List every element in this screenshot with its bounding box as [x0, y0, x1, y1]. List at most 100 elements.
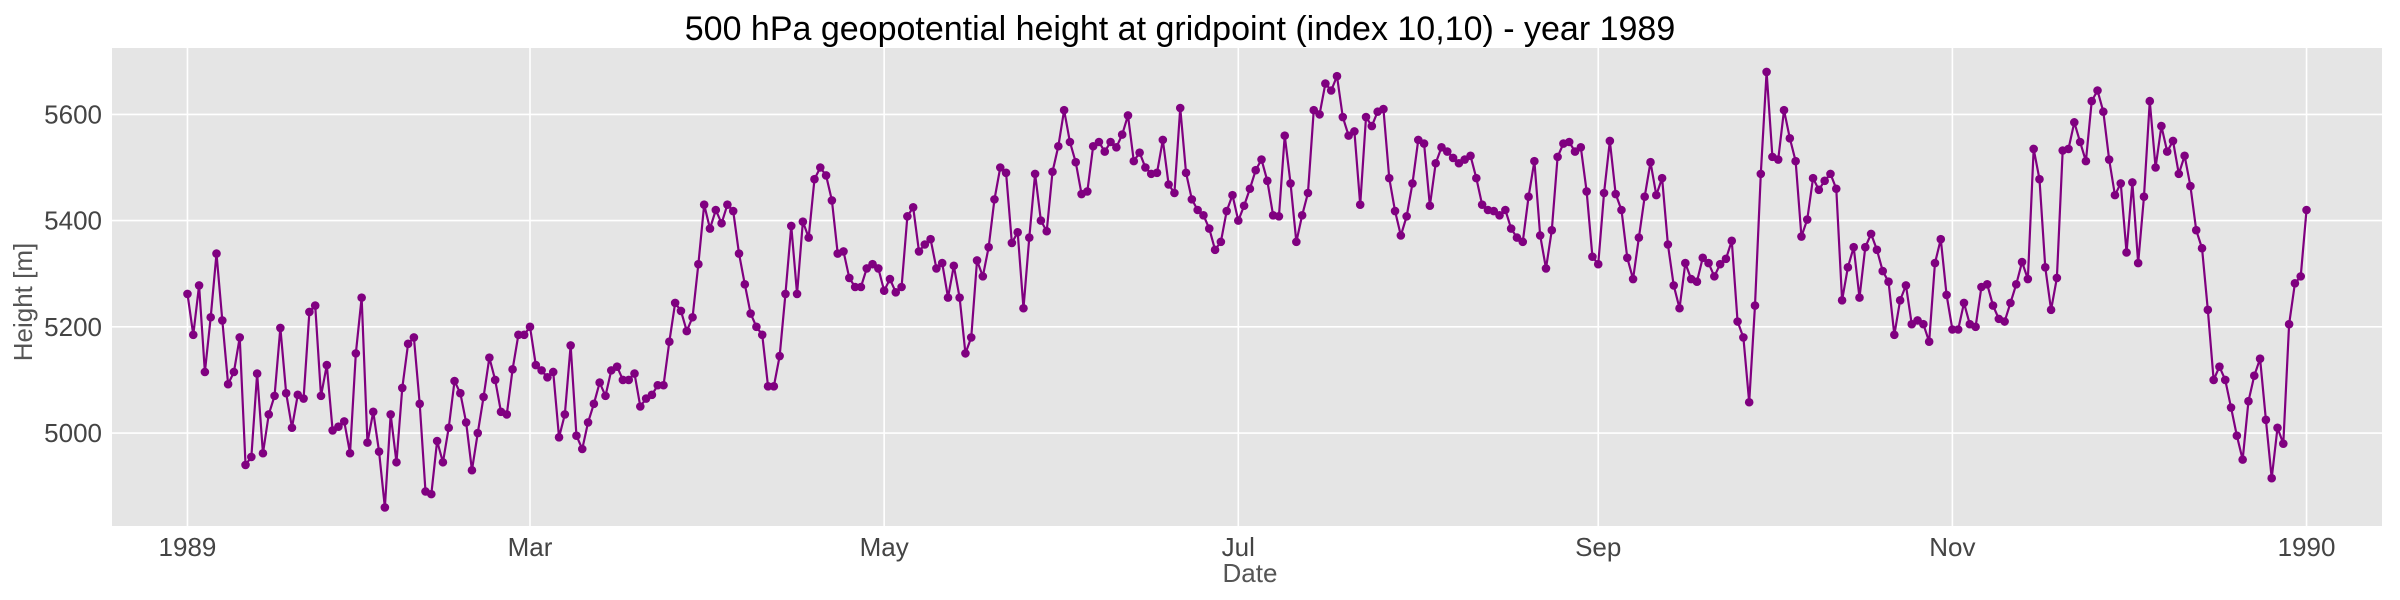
data-point: [688, 312, 697, 322]
data-point: [1013, 228, 1022, 237]
data-point: [1982, 280, 1992, 289]
data-point: [316, 391, 326, 401]
data-point: [1152, 168, 1162, 178]
data-point: [1251, 165, 1261, 175]
data-point: [2104, 155, 2114, 164]
data-point: [845, 273, 854, 283]
data-point: [1007, 238, 1017, 248]
data-point: [1123, 111, 1133, 120]
data-point: [1228, 190, 1237, 200]
data-point: [368, 407, 378, 417]
data-point: [1141, 163, 1150, 172]
data-point: [920, 240, 930, 249]
data-point: [1100, 147, 1110, 156]
data-point: [757, 330, 767, 340]
data-point: [781, 289, 790, 299]
data-point: [2203, 305, 2213, 315]
data-point: [1855, 293, 1864, 302]
data-point: [1959, 298, 1969, 308]
data-point: [1425, 201, 1435, 211]
data-point: [972, 256, 982, 265]
data-point: [943, 293, 953, 302]
data-point: [1669, 281, 1679, 290]
x-tick-label: May: [860, 532, 909, 562]
data-point: [728, 206, 738, 216]
data-point: [560, 410, 570, 419]
data-point: [810, 174, 819, 184]
data-point: [1826, 169, 1835, 179]
data-point: [740, 280, 750, 289]
data-point: [2261, 415, 2271, 425]
data-point: [1872, 245, 1882, 255]
data-point: [432, 436, 442, 446]
data-point: [717, 218, 726, 228]
data-point: [1431, 158, 1440, 168]
data-point: [711, 205, 721, 215]
data-point: [1245, 184, 1255, 194]
data-point: [1884, 277, 1893, 286]
data-point: [1634, 233, 1644, 242]
data-point: [1622, 253, 1632, 263]
data-point: [531, 360, 541, 370]
x-tick-label: Nov: [1929, 532, 1975, 562]
data-point: [1617, 205, 1626, 215]
data-point: [1175, 103, 1185, 113]
data-point: [1663, 240, 1673, 249]
data-point: [386, 410, 395, 419]
data-point: [1646, 157, 1655, 167]
data-point: [1199, 211, 1208, 220]
data-point: [1355, 200, 1365, 209]
data-point: [2168, 136, 2178, 146]
x-axis-label: Date: [1223, 558, 1278, 588]
data-point: [206, 312, 215, 322]
data-point: [1576, 143, 1586, 152]
data-point: [1350, 127, 1359, 136]
data-point: [1861, 242, 1870, 252]
data-point: [1280, 131, 1290, 140]
data-point: [1094, 137, 1104, 147]
data-point: [1321, 79, 1330, 88]
data-point: [1710, 272, 1719, 281]
data-point: [1599, 188, 1609, 198]
data-point: [1193, 205, 1202, 215]
data-point: [903, 212, 912, 221]
data-point: [1216, 237, 1226, 247]
data-point: [2064, 144, 2073, 154]
data-point: [485, 353, 494, 362]
data-point: [2191, 225, 2201, 235]
x-tick-label: 1989: [159, 532, 217, 562]
data-point: [908, 203, 918, 212]
data-point: [2226, 403, 2236, 412]
data-point: [1448, 153, 1458, 163]
data-point: [577, 444, 587, 454]
data-point: [995, 163, 1005, 172]
data-point: [2180, 151, 2189, 161]
data-point: [1588, 252, 1597, 262]
data-point: [1675, 303, 1684, 313]
data-point: [1129, 156, 1139, 166]
data-point: [1059, 105, 1069, 115]
data-series: [183, 67, 2311, 512]
data-point: [554, 433, 564, 442]
data-point: [1164, 180, 1173, 189]
data-point: [1692, 277, 1702, 286]
data-point: [1303, 188, 1313, 198]
x-tick-label: Jul: [1222, 532, 1255, 562]
data-point: [1820, 176, 1829, 186]
data-point: [537, 366, 546, 375]
data-point: [2279, 439, 2288, 448]
data-point: [1582, 187, 1591, 196]
data-point: [839, 247, 848, 256]
data-point: [1083, 187, 1092, 196]
data-point: [1222, 206, 1231, 216]
data-point: [723, 200, 732, 209]
data-point: [897, 282, 906, 292]
data-point: [630, 369, 639, 378]
data-point: [270, 391, 279, 401]
data-point: [1762, 67, 1771, 77]
data-point: [200, 367, 210, 377]
data-point: [2209, 375, 2218, 385]
data-point: [380, 503, 390, 512]
data-point: [2290, 278, 2300, 288]
data-point: [397, 383, 407, 393]
